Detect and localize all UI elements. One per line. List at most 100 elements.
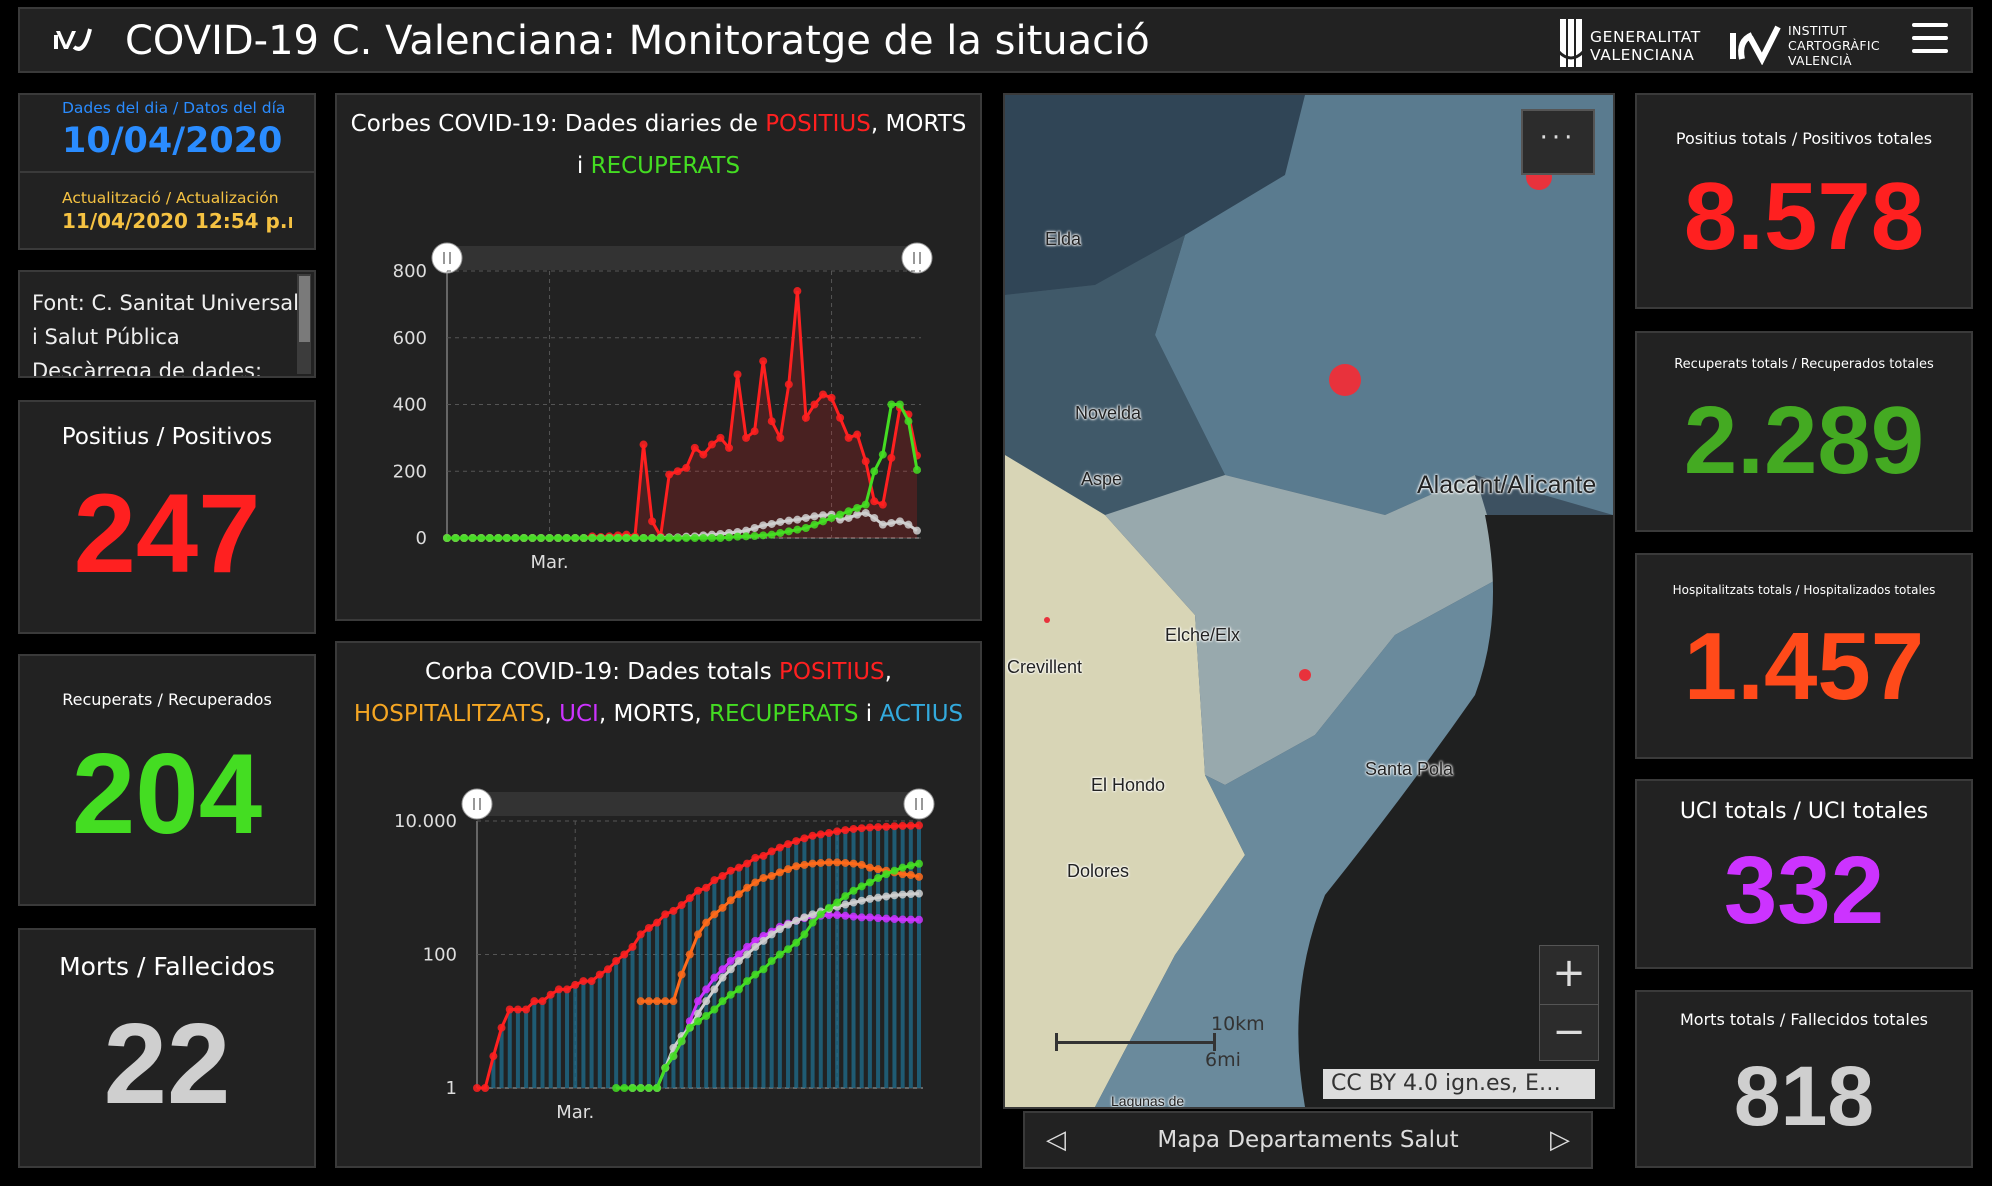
active-bar — [712, 880, 717, 1088]
date-divider — [20, 171, 314, 173]
series-point-positius — [513, 1005, 522, 1014]
series-point-recuperats — [853, 503, 862, 512]
zoom-out-button[interactable]: − — [1540, 1004, 1598, 1061]
series-point-recuperats — [628, 1084, 637, 1092]
map-canvas[interactable] — [1005, 95, 1613, 1107]
total-hospital-card[interactable]: Hospitalitzats totals / Hospitalizados t… — [1635, 553, 1973, 759]
series-point-positius — [824, 829, 833, 838]
series-point-recuperats — [792, 938, 801, 947]
series-point-positius — [522, 1005, 531, 1014]
series-point-hospitalitzats — [906, 871, 915, 880]
map-point-elche[interactable] — [1299, 669, 1311, 681]
series-point-morts — [841, 900, 850, 909]
map-label-elda: Elda — [1045, 229, 1082, 249]
range-slider-track — [477, 792, 929, 816]
series-point-recuperats — [890, 866, 899, 875]
source-line-3[interactable]: Descàrrega de dades: — [32, 359, 263, 378]
map-more-options-button[interactable]: ··· — [1521, 109, 1595, 175]
map-dept-elda[interactable] — [1005, 95, 1305, 295]
series-point-recuperats — [898, 863, 907, 872]
active-bar — [499, 1027, 504, 1088]
daily-chart-svg[interactable]: 0 200 400 600 800 Mar. — [337, 95, 980, 619]
active-bar — [835, 831, 840, 1088]
map-prev-arrow-icon[interactable]: ◁ — [1046, 1125, 1066, 1155]
map-label-alicante: Alacant/Alicante — [1417, 471, 1597, 499]
map-attribution[interactable]: CC BY 4.0 ign.es, E… — [1323, 1069, 1595, 1099]
map-sea — [1298, 515, 1613, 1107]
cumulative-title-active: ACTIUS — [879, 701, 964, 727]
total-recovered-label: Recuperats totals / Recuperados totales — [1674, 357, 1934, 372]
series-point-hospitalitzats — [685, 950, 694, 959]
map-dept-novelda[interactable] — [1005, 235, 1225, 515]
series-point-morts — [800, 913, 809, 922]
map-next-arrow-icon[interactable]: ▷ — [1550, 1125, 1570, 1155]
series-point-recuperats — [784, 945, 793, 954]
generalitat-logo[interactable]: GENERALITAT VALENCIANA — [1558, 15, 1708, 73]
series-point-positius — [648, 517, 657, 526]
map-point-crevillent[interactable] — [1044, 617, 1050, 623]
series-point-positius — [554, 985, 563, 994]
series-point-recuperats — [613, 534, 622, 542]
map-dept-orihuela[interactable] — [1005, 455, 1245, 1107]
series-point-recuperats — [767, 956, 776, 965]
series-point-recuperats — [915, 859, 923, 868]
series-point-positius — [734, 863, 743, 872]
active-bar — [556, 989, 561, 1088]
cumulative-title-hospital: HOSPITALITZATS — [353, 701, 545, 727]
map-label-novelda: Novelda — [1075, 403, 1142, 423]
series-point-hospitalitzats — [759, 873, 768, 882]
series-point-recuperats — [519, 534, 528, 542]
cumulative-chart-svg[interactable]: 1 100 10.000 Mar. — [337, 643, 980, 1166]
series-point-positius — [767, 417, 776, 426]
series-point-recuperats — [502, 534, 511, 542]
health-departments-map[interactable]: Elda Novelda Aspe Alacant/Alicante Crevi… — [1003, 93, 1615, 1109]
source-panel[interactable]: Font: C. Sanitat Universal i Salut Públi… — [18, 270, 316, 378]
series-point-positius — [836, 413, 845, 422]
series-point-uci — [726, 956, 735, 965]
daily-chart-title-sep: , — [870, 111, 886, 137]
active-bar — [597, 974, 602, 1088]
series-point-recuperats — [620, 1084, 629, 1092]
map-point-alicante[interactable] — [1329, 364, 1361, 396]
total-recovered-card[interactable]: Recuperats totals / Recuperados totales … — [1635, 331, 1973, 532]
series-point-morts — [904, 520, 913, 529]
series-point-hospitalitzats — [775, 868, 784, 877]
series-point-morts — [759, 521, 768, 530]
series-point-morts — [895, 517, 904, 526]
active-bar — [630, 946, 635, 1088]
x-tick-label: Mar. — [531, 552, 569, 573]
series-point-morts — [808, 910, 817, 919]
daily-recovered-card[interactable]: Recuperats / Recuperados 204 — [18, 654, 316, 906]
source-scrollbar-thumb[interactable] — [299, 276, 310, 342]
series-point-positius — [849, 824, 858, 833]
active-bar — [515, 1009, 520, 1088]
zoom-in-button[interactable]: + — [1552, 950, 1586, 996]
series-point-hospitalitzats — [710, 910, 719, 919]
active-bar — [524, 1009, 529, 1088]
series-point-recuperats — [579, 534, 588, 542]
active-bar — [867, 827, 872, 1088]
map-label-lagunas: Lagunas de — [1111, 1093, 1185, 1109]
daily-deaths-card[interactable]: Morts / Fallecidos 22 — [18, 928, 316, 1168]
series-point-positius — [489, 1052, 498, 1061]
x-tick-label: Mar. — [556, 1102, 594, 1123]
total-positive-card[interactable]: Positius totals / Positivos totales 8.57… — [1635, 93, 1973, 309]
series-point-morts — [750, 523, 759, 532]
total-icu-card[interactable]: UCI totals / UCI totales 332 — [1635, 779, 1973, 969]
series-point-positius — [865, 823, 874, 832]
daily-chart-title-positive: POSITIUS — [765, 111, 871, 137]
series-point-positius — [530, 997, 539, 1006]
series-point-recuperats — [661, 1063, 670, 1072]
icv-institute-logo[interactable]: INSTITUT CARTOGRÀFIC VALENCIÀ — [1728, 17, 1880, 71]
total-deaths-card[interactable]: Morts totals / Fallecidos totales 818 — [1635, 990, 1973, 1168]
series-point-recuperats — [808, 918, 817, 927]
active-bar — [818, 834, 823, 1088]
map-dept-alacant[interactable] — [1155, 95, 1613, 515]
series-point-positius — [725, 443, 733, 452]
daily-positive-card[interactable]: Positius / Positivos 247 — [18, 400, 316, 634]
series-point-uci — [906, 915, 915, 924]
map-dept-elx[interactable] — [1105, 475, 1505, 785]
series-point-hospitalitzats — [726, 896, 735, 905]
active-bar — [908, 825, 913, 1088]
hamburger-menu-icon[interactable] — [1912, 23, 1948, 55]
